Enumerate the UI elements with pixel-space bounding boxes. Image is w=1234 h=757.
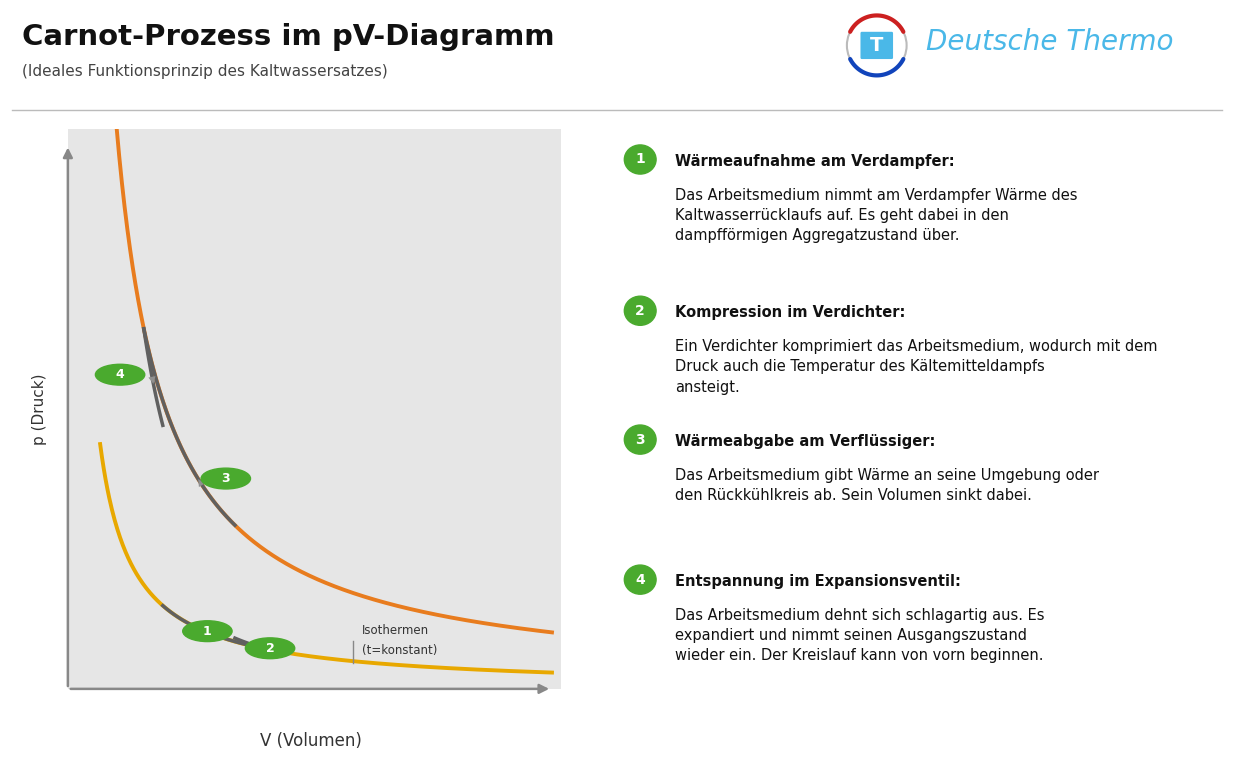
Text: Das Arbeitsmedium nimmt am Verdampfer Wärme des
Kaltwasserrücklaufs auf. Es geht: Das Arbeitsmedium nimmt am Verdampfer Wä… [675, 188, 1077, 243]
Text: Das Arbeitsmedium dehnt sich schlagartig aus. Es
expandiert und nimmt seinen Aus: Das Arbeitsmedium dehnt sich schlagartig… [675, 608, 1044, 663]
Text: Carnot-Prozess im pV-Diagramm: Carnot-Prozess im pV-Diagramm [22, 23, 555, 51]
Text: 1: 1 [204, 625, 212, 637]
Text: 3: 3 [222, 472, 230, 485]
Text: 2: 2 [265, 642, 274, 655]
FancyBboxPatch shape [860, 32, 893, 59]
Text: 2: 2 [636, 304, 645, 318]
Text: Deutsche Thermo: Deutsche Thermo [926, 28, 1174, 55]
Text: Wärmeaufnahme am Verdampfer:: Wärmeaufnahme am Verdampfer: [675, 154, 955, 169]
Circle shape [624, 296, 656, 326]
Text: V (Volumen): V (Volumen) [260, 732, 362, 750]
Circle shape [624, 145, 656, 174]
Text: Entspannung im Expansionsventil:: Entspannung im Expansionsventil: [675, 574, 961, 589]
Circle shape [201, 468, 251, 489]
Text: 4: 4 [116, 368, 125, 382]
Text: Kompression im Verdichter:: Kompression im Verdichter: [675, 305, 906, 320]
Circle shape [624, 565, 656, 594]
Text: 3: 3 [636, 432, 645, 447]
Text: Ein Verdichter komprimiert das Arbeitsmedium, wodurch mit dem
Druck auch die Tem: Ein Verdichter komprimiert das Arbeitsme… [675, 339, 1157, 394]
Text: (Ideales Funktionsprinzip des Kaltwassersatzes): (Ideales Funktionsprinzip des Kaltwasser… [22, 64, 387, 79]
Circle shape [624, 425, 656, 454]
Text: (t=konstant): (t=konstant) [362, 644, 438, 657]
Circle shape [246, 638, 295, 659]
Circle shape [183, 621, 232, 642]
Circle shape [95, 364, 144, 385]
Text: 1: 1 [636, 152, 645, 167]
Text: Wärmeabgabe am Verflüssiger:: Wärmeabgabe am Verflüssiger: [675, 434, 935, 449]
Text: Das Arbeitsmedium gibt Wärme an seine Umgebung oder
den Rückkühlkreis ab. Sein V: Das Arbeitsmedium gibt Wärme an seine Um… [675, 468, 1099, 503]
Text: T: T [870, 36, 884, 55]
Text: 4: 4 [636, 572, 645, 587]
Text: p (Druck): p (Druck) [32, 373, 47, 444]
Text: Isothermen: Isothermen [362, 624, 429, 637]
